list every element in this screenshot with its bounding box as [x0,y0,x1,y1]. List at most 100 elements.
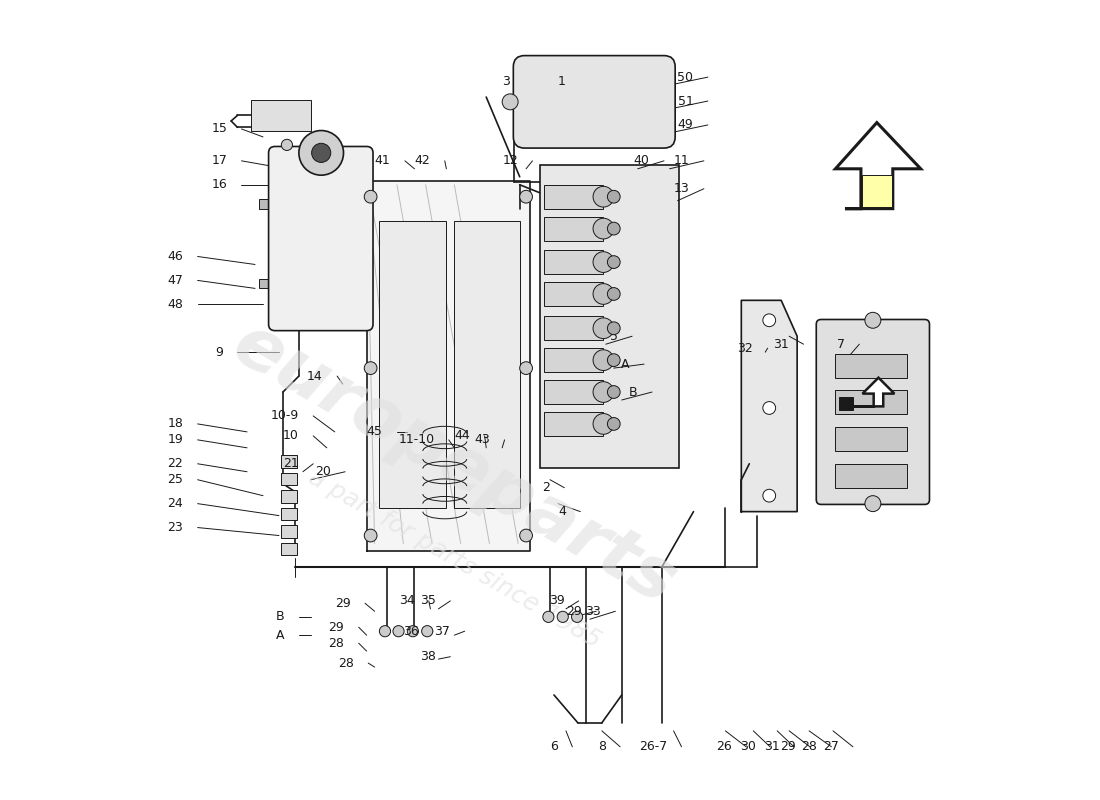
Text: 50: 50 [678,70,693,84]
Text: 36: 36 [403,625,418,638]
Bar [543,348,604,372]
Polygon shape [741,300,798,512]
Text: 31: 31 [773,338,789,350]
Circle shape [519,190,532,203]
Text: 28: 28 [329,637,344,650]
Circle shape [763,402,776,414]
Bar [282,508,297,520]
Bar [282,455,297,468]
Bar [251,100,311,130]
Text: 35: 35 [420,594,436,607]
Circle shape [607,190,620,203]
Circle shape [593,318,614,338]
FancyBboxPatch shape [268,146,373,330]
Circle shape [572,611,583,622]
Text: 8: 8 [597,740,606,754]
Text: 28: 28 [338,657,354,670]
Circle shape [607,322,620,334]
Bar [258,279,279,288]
Bar [835,427,907,451]
Text: A: A [621,358,629,370]
Text: B: B [629,386,638,398]
Text: 51: 51 [678,94,693,107]
Text: 17: 17 [211,154,227,167]
Text: 32: 32 [737,342,754,354]
Text: 43: 43 [474,434,491,446]
Circle shape [311,143,331,162]
Text: 49: 49 [678,118,693,131]
Text: europeparts: europeparts [221,309,689,618]
Text: 1: 1 [558,74,565,88]
Text: 41: 41 [375,154,390,167]
Circle shape [393,626,404,637]
Text: 33: 33 [585,605,601,618]
Text: 47: 47 [167,274,184,287]
Text: 31: 31 [763,740,780,754]
Circle shape [282,139,293,150]
Text: 39: 39 [549,594,564,607]
Text: 42: 42 [415,154,430,167]
Text: 37: 37 [434,625,450,638]
Bar [543,185,604,209]
Circle shape [519,529,532,542]
Text: 7: 7 [837,338,845,350]
Circle shape [607,418,620,430]
Text: 29: 29 [566,605,582,618]
Text: 10: 10 [283,430,299,442]
Circle shape [503,94,518,110]
Polygon shape [366,181,530,551]
Circle shape [299,130,343,175]
Text: B: B [276,610,285,623]
Circle shape [763,490,776,502]
Circle shape [593,284,614,304]
Bar [378,221,447,508]
Text: a part for parts since 1985: a part for parts since 1985 [304,466,605,654]
Text: 9: 9 [216,346,223,358]
FancyBboxPatch shape [816,319,930,505]
Text: 30: 30 [740,740,756,754]
Circle shape [593,414,614,434]
Bar [835,390,907,414]
Bar [543,412,604,436]
Circle shape [607,354,620,366]
Bar [543,250,604,274]
Bar [835,464,907,488]
Bar [270,197,282,292]
Bar [543,217,604,241]
Text: 28: 28 [801,740,817,754]
Bar [540,165,679,468]
Text: 6: 6 [550,740,558,754]
Bar [258,199,279,209]
Text: 4: 4 [558,505,565,518]
Text: A: A [276,629,285,642]
Circle shape [865,312,881,328]
Circle shape [542,611,554,622]
Circle shape [407,626,418,637]
Text: 27: 27 [823,740,838,754]
Text: 13: 13 [674,182,690,195]
Bar [454,221,519,508]
Circle shape [593,252,614,273]
Circle shape [593,382,614,402]
Text: 38: 38 [420,650,436,663]
Circle shape [421,626,432,637]
Circle shape [364,529,377,542]
FancyBboxPatch shape [514,56,675,148]
Text: 24: 24 [167,497,184,510]
Polygon shape [851,378,894,406]
Circle shape [519,362,532,374]
Text: 16: 16 [211,178,227,191]
Text: 22: 22 [167,458,184,470]
Circle shape [364,190,377,203]
Text: 34: 34 [398,594,415,607]
Bar [543,282,604,306]
Text: 48: 48 [167,298,184,311]
Text: 21: 21 [283,458,299,470]
Circle shape [593,186,614,207]
Circle shape [607,222,620,235]
Bar [835,354,907,378]
Text: 29: 29 [780,740,795,754]
Circle shape [593,350,614,370]
Text: 5: 5 [609,330,618,342]
Circle shape [558,611,569,622]
